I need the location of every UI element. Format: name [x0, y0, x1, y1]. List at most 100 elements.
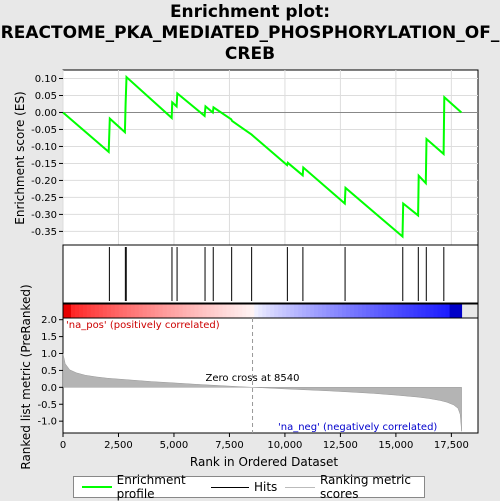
color-bar-segment [194, 304, 200, 318]
color-bar-segment [170, 304, 176, 318]
x-tick-label: 12,500 [323, 440, 358, 451]
color-bar-segment [413, 304, 419, 318]
color-bar-segment [82, 304, 88, 318]
color-bar-segment [373, 304, 379, 318]
title-line-1: Enrichment plot: [169, 2, 331, 22]
title-line-2: REACTOME_PKA_MEDIATED_PHOSPHORYLATION_OF… [0, 23, 500, 43]
ranked-y-tick-label: 1.0 [41, 349, 57, 360]
color-bar-segment [365, 304, 371, 318]
color-bar-segment [66, 304, 72, 318]
es-y-tick-label: -0.15 [31, 159, 57, 170]
color-bar-segment [369, 304, 375, 318]
color-bar-segment [226, 304, 231, 318]
ranked-y-axis-label: Ranked list metric (PreRanked) [19, 284, 33, 469]
color-bar-segment [381, 304, 387, 318]
color-bar-segment [314, 304, 319, 318]
ranking-metric-area [62, 353, 462, 432]
color-bar-segment [214, 304, 219, 318]
color-bar-segment [146, 304, 152, 318]
color-bar-segment [70, 304, 76, 318]
color-bar-segment [457, 304, 463, 318]
color-bar-segment [118, 304, 124, 318]
legend-swatch-hits [210, 486, 249, 488]
color-bar-segment [246, 304, 251, 318]
es-y-tick-label: 0.00 [35, 108, 57, 119]
color-bar-segment [98, 304, 104, 318]
legend-item-ranking-metric: Ranking metric scores [285, 473, 424, 501]
color-bar-segment [298, 304, 303, 318]
ranked-y-tick-label: 2.0 [41, 315, 57, 326]
color-bar-segment [306, 304, 311, 318]
legend-item-hits: Hits [210, 480, 278, 494]
color-bar-segment [282, 304, 287, 318]
es-y-tick-label: -0.25 [31, 193, 57, 204]
color-bar-segment [63, 304, 68, 318]
color-bar-segment [126, 304, 132, 318]
color-bar-segment [114, 304, 120, 318]
color-bar-segment [361, 304, 367, 318]
legend-item-enrichment-profile: Enrichment profile [82, 473, 203, 501]
legend-swatch-es [82, 486, 112, 488]
color-bar-segment [230, 304, 235, 318]
color-bar-segment [330, 304, 335, 318]
legend-label-hits: Hits [253, 480, 278, 494]
es-y-axis: 0.10 0.05 0.00 -0.05 -0.10 -0.15 -0.20 -0.25 -0.… [31, 74, 63, 238]
es-y-tick-label: -0.10 [31, 142, 57, 153]
color-bar-segment [437, 304, 443, 318]
color-bar-segment [142, 304, 148, 318]
x-tick-label: 2,500 [104, 440, 133, 451]
color-bar-segment [318, 304, 323, 318]
color-bar-segment [130, 304, 136, 318]
ranked-y-tick-label: 0.0 [41, 383, 57, 394]
color-bar-segment [302, 304, 307, 318]
color-bar-segment [445, 304, 451, 318]
legend-label-ranking-metric: Ranking metric scores [319, 473, 411, 501]
color-bar-segment [441, 304, 447, 318]
color-bar-segment [409, 304, 415, 318]
color-bar-segment [334, 304, 339, 318]
color-bar-segment [326, 304, 331, 318]
color-bar-segment [242, 304, 247, 318]
legend-swatch-metric [285, 486, 315, 488]
pos-correlated-label: 'na_pos' (positively correlated) [66, 320, 220, 331]
color-bar-segment [162, 304, 168, 318]
color-bar-segment [294, 304, 299, 318]
es-y-tick-label: -0.20 [31, 176, 57, 187]
ranked-y-tick-label: 1.5 [41, 332, 57, 343]
color-bar-segment [190, 304, 196, 318]
color-bar-segment [405, 304, 411, 318]
color-bar-segment [210, 304, 215, 318]
color-bar-segment [401, 304, 407, 318]
color-bar-segment [206, 304, 211, 318]
legend-label-enrichment-profile: Enrichment profile [116, 473, 186, 501]
color-bar-segment [90, 304, 96, 318]
color-bar-segment [397, 304, 403, 318]
color-bar-segment [338, 304, 343, 318]
x-tick-label: 5,000 [160, 440, 189, 451]
ranked-y-axis: 2.0 1.5 1.0 0.5 0.0 -0.5 -1.0 [37, 315, 63, 428]
color-bar-segment [274, 304, 279, 318]
color-bar-segment [421, 304, 427, 318]
color-bar-segment [218, 304, 223, 318]
x-tick-label: 10,000 [267, 440, 302, 451]
title-line-3: CREB [224, 44, 276, 64]
color-bar-segment [425, 304, 431, 318]
es-y-tick-label: 0.05 [35, 91, 57, 102]
es-y-tick-label: -0.35 [31, 227, 57, 238]
color-bar-segment [290, 304, 295, 318]
color-bar-segment [353, 304, 359, 318]
color-bar-segment [202, 304, 207, 318]
color-bar-segment [102, 304, 108, 318]
color-bar-segment [250, 304, 255, 318]
color-bar-segment [254, 304, 259, 318]
es-y-tick-label: 0.10 [35, 74, 57, 85]
color-bar-segment [258, 304, 263, 318]
color-bar-segment [385, 304, 391, 318]
color-bar-segment [198, 304, 204, 318]
color-bar-segment [182, 304, 188, 318]
color-bar-segment [389, 304, 395, 318]
color-bar-segment [357, 304, 363, 318]
legend: Enrichment profile Hits Ranking metric s… [73, 473, 425, 501]
es-y-axis-label: Enrichment score (ES) [13, 91, 27, 224]
color-bar-segment [94, 304, 100, 318]
